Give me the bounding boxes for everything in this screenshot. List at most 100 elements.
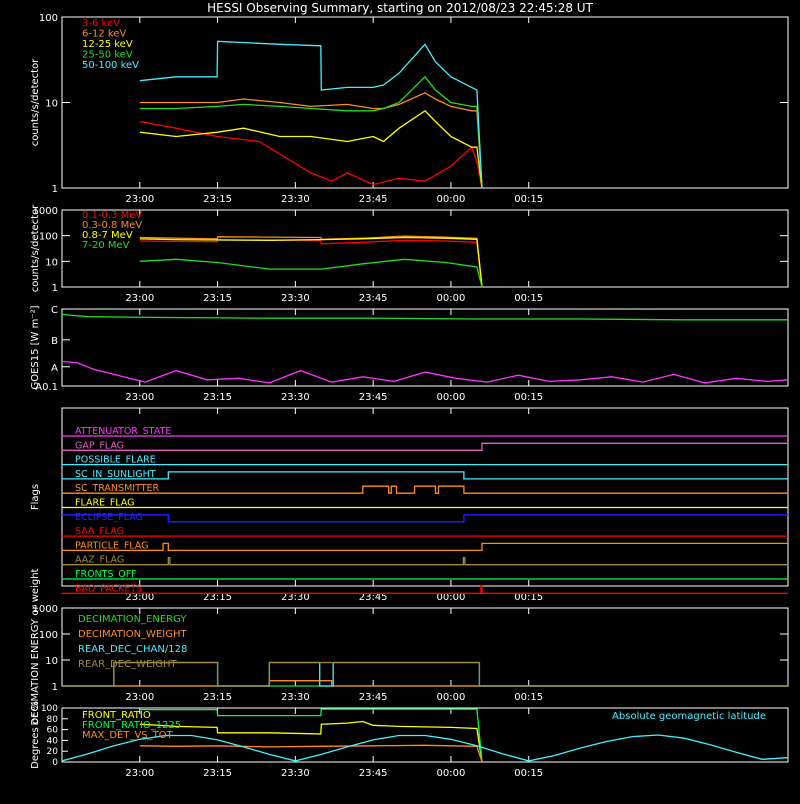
flag-line bbox=[62, 514, 788, 523]
annotation-geomagnetic: Absolute geomagnetic latitude bbox=[612, 711, 766, 722]
x-tick-label: 00:00 bbox=[437, 592, 466, 603]
flag-label: FRONTS_OFF bbox=[75, 569, 137, 580]
x-tick-label: 23:15 bbox=[203, 592, 232, 603]
flag-label: SAA_FLAG bbox=[75, 526, 124, 537]
x-tick-label: 23:45 bbox=[359, 592, 388, 603]
series-line bbox=[139, 120, 483, 189]
legend-entry: 3-6 keV bbox=[82, 18, 120, 29]
y-tick-label: 80 bbox=[47, 715, 59, 725]
panel-frame bbox=[61, 407, 789, 587]
legend-entry: 6-12 keV bbox=[82, 29, 126, 40]
flag-line bbox=[62, 557, 788, 566]
flag-label: AAZ_FLAG bbox=[75, 555, 124, 566]
x-tick-label: 23:00 bbox=[125, 293, 154, 304]
legend-entry: DECIMATION_WEIGHT bbox=[78, 629, 187, 640]
legend-entry: 25-50 keV bbox=[82, 50, 133, 61]
x-tick-label: 00:15 bbox=[514, 592, 543, 603]
series-line bbox=[62, 680, 788, 687]
y-axis-label: counts/s/detector bbox=[30, 204, 41, 292]
flag-label: SC_IN_SUNLIGHT bbox=[75, 469, 156, 480]
series-line bbox=[139, 75, 483, 189]
legend-entry: FRONT_RATIO_1225 bbox=[82, 720, 181, 731]
flag-line bbox=[62, 442, 788, 451]
series-line bbox=[139, 720, 483, 763]
x-tick-label: 00:15 bbox=[514, 768, 543, 779]
series-line bbox=[139, 744, 483, 763]
flag-label: POSSIBLE_FLARE bbox=[75, 455, 156, 466]
flag-label: SC_TRANSMITTER bbox=[75, 483, 160, 494]
y-axis-label: Flags bbox=[30, 484, 41, 510]
series-line bbox=[139, 92, 483, 189]
legend-entry: 12-25 keV bbox=[82, 39, 133, 50]
x-tick-label: 23:00 bbox=[125, 768, 154, 779]
legend-entry: 7-20 MeV bbox=[82, 240, 130, 251]
series-line bbox=[139, 235, 483, 288]
series-line bbox=[139, 109, 483, 189]
x-tick-label: 23:30 bbox=[281, 692, 310, 703]
series-line bbox=[139, 258, 483, 288]
y-tick-label: 1 bbox=[52, 682, 58, 693]
y-axis-label: counts/s/detector bbox=[30, 58, 41, 146]
series-line bbox=[139, 708, 483, 763]
flag-label: GAP_FLAG bbox=[75, 440, 124, 451]
x-tick-label: 23:15 bbox=[203, 293, 232, 304]
flag-label: ECLIPSE_FLAG bbox=[75, 512, 143, 523]
y-tick-label: 1 bbox=[52, 184, 58, 195]
x-tick-label: 00:00 bbox=[437, 392, 466, 403]
legend-entry: MAX_DET_VS_TOT bbox=[82, 730, 174, 741]
y-tick-label: 100 bbox=[39, 630, 58, 641]
x-tick-label: 23:30 bbox=[281, 194, 310, 205]
y-tick-label: B bbox=[51, 336, 58, 347]
highE-panel: 23:00 23:15 23:30 23:45 00:00 00:15 counts/s/d… bbox=[30, 204, 789, 304]
x-tick-label: 00:00 bbox=[437, 293, 466, 304]
y-tick-label: 1 bbox=[52, 283, 58, 294]
legend-entry: 0.3-0.8 MeV bbox=[82, 220, 142, 231]
flag-label: ATTENUATOR_STATE bbox=[75, 426, 171, 437]
y-tick-label: A0.1 bbox=[35, 382, 58, 393]
x-tick-label: 23:30 bbox=[281, 392, 310, 403]
legend-entry: REAR_DEC_CHAN/128 bbox=[78, 644, 187, 655]
x-tick-label: 23:45 bbox=[359, 194, 388, 205]
y-tick-label: 100 bbox=[39, 232, 58, 243]
y-tick-label: 60 bbox=[47, 726, 59, 736]
x-tick-label: 23:45 bbox=[359, 392, 388, 403]
x-tick-label: 23:30 bbox=[281, 768, 310, 779]
series-line bbox=[139, 40, 483, 189]
y-axis-label: GOES15 [W m⁻²] bbox=[30, 305, 41, 389]
flag-line bbox=[62, 585, 788, 594]
y-tick-label: C bbox=[51, 305, 58, 316]
x-tick-label: 23:15 bbox=[203, 692, 232, 703]
x-tick-label: 00:15 bbox=[514, 194, 543, 205]
flags-panel: 23:00 23:15 23:30 23:45 00:00 00:15 Flags ATTEN… bbox=[30, 407, 789, 603]
y-tick-label: 0 bbox=[52, 758, 58, 768]
x-tick-label: 23:30 bbox=[281, 592, 310, 603]
series-line bbox=[61, 313, 788, 321]
flag-label: PARTICLE_FLAG bbox=[75, 540, 148, 551]
series-line bbox=[61, 734, 789, 762]
x-tick-label: 23:00 bbox=[125, 194, 154, 205]
lowE-panel: 23:00 23:15 23:30 23:45 00:00 00:15 counts/s/d… bbox=[30, 13, 789, 205]
x-tick-label: 23:00 bbox=[125, 592, 154, 603]
legend-entry: 0.8-7 MeV bbox=[82, 230, 133, 241]
y-tick-label: 10 bbox=[45, 656, 58, 667]
y-tick-label: 20 bbox=[47, 747, 59, 757]
series-line bbox=[139, 236, 483, 288]
flag-line bbox=[62, 471, 788, 480]
x-tick-label: 00:00 bbox=[437, 194, 466, 205]
x-tick-label: 23:45 bbox=[359, 692, 388, 703]
x-tick-label: 23:15 bbox=[203, 194, 232, 205]
y-tick-label: 10 bbox=[45, 257, 58, 268]
series-line bbox=[61, 360, 789, 384]
flag-label: BAD_PACKETS bbox=[75, 583, 142, 594]
legend-entry: 0.1-0.3 MeV bbox=[82, 210, 142, 221]
legend-entry: 50-100 keV bbox=[82, 60, 139, 71]
panel-frame bbox=[61, 209, 789, 288]
x-tick-label: 23:15 bbox=[203, 392, 232, 403]
x-tick-label: 00:00 bbox=[437, 692, 466, 703]
legend-entry: REAR_DEC_WEIGHT bbox=[78, 659, 177, 670]
y-tick-label: 100 bbox=[39, 13, 58, 24]
ratio-panel: 23:00 23:15 23:30 23:45 00:00 00:15 Degrees or… bbox=[30, 701, 789, 779]
y-axis-label: Degrees or % bbox=[30, 701, 41, 769]
